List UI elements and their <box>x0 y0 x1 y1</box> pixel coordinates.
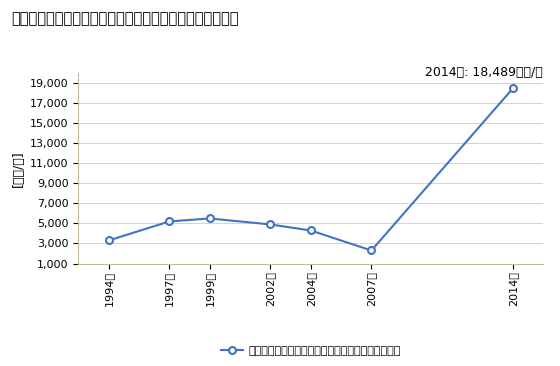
各種商品卸売業の従業者一人当たり年間商品販売額 <box>368 248 375 253</box>
各種商品卸売業の従業者一人当たり年間商品販売額 <box>307 228 314 233</box>
各種商品卸売業の従業者一人当たり年間商品販売額 <box>105 238 112 243</box>
各種商品卸売業の従業者一人当たり年間商品販売額 <box>166 219 172 224</box>
各種商品卸売業の従業者一人当たり年間商品販売額 <box>267 222 274 227</box>
各種商品卸売業の従業者一人当たり年間商品販売額 <box>207 216 213 221</box>
Line: 各種商品卸売業の従業者一人当たり年間商品販売額: 各種商品卸売業の従業者一人当たり年間商品販売額 <box>105 85 516 254</box>
Text: 各種商品卸売業の従業者一人当たり年間商品販売額の推移: 各種商品卸売業の従業者一人当たり年間商品販売額の推移 <box>11 11 239 26</box>
各種商品卸売業の従業者一人当たり年間商品販売額 <box>510 86 516 90</box>
Y-axis label: [万円/人]: [万円/人] <box>12 150 25 187</box>
Text: 2014年: 18,489万円/人: 2014年: 18,489万円/人 <box>426 66 543 79</box>
Legend: 各種商品卸売業の従業者一人当たり年間商品販売額: 各種商品卸売業の従業者一人当たり年間商品販売額 <box>216 341 405 360</box>
